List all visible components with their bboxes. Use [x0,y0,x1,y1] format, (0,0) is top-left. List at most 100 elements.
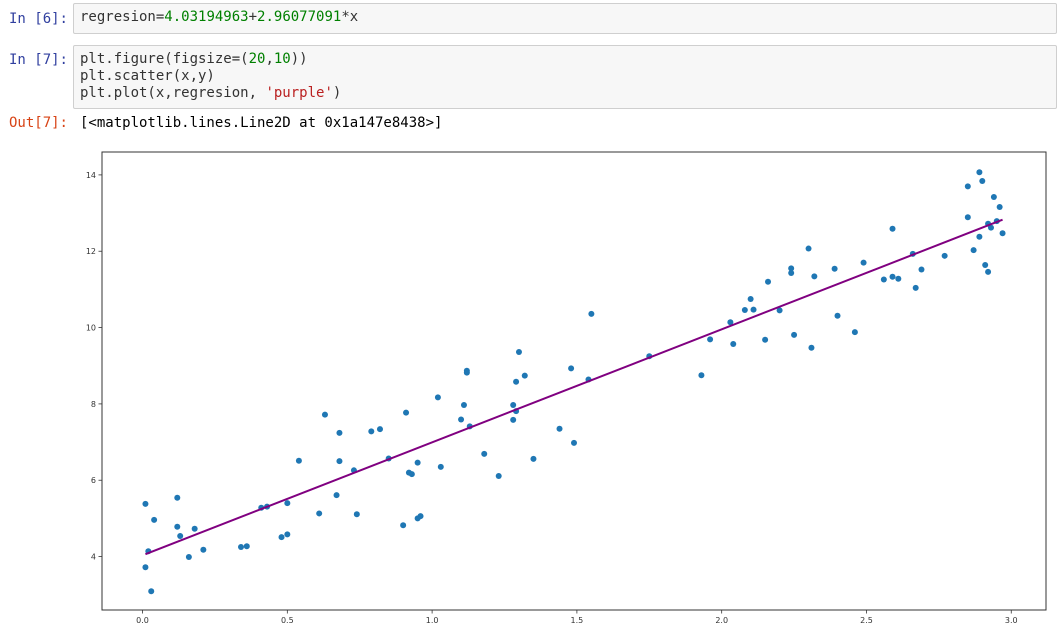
scatter-point [889,225,896,232]
scatter-point [295,457,302,464]
scatter-point [987,224,994,231]
code-line: plt.figure(figsize=(20,10)) [80,51,308,67]
scatter-point [747,295,754,302]
scatter-point [571,439,577,446]
scatter-point [530,455,537,462]
y-tick-label: 8 [91,400,96,409]
scatter-point [414,459,421,466]
scatter-point [510,402,517,409]
scatter-point [191,525,198,532]
scatter-point [788,269,795,276]
scatter-point [400,522,407,529]
scatter-point [200,546,207,553]
scatter-point [889,273,896,280]
scatter-point [765,278,772,285]
scatter-point [811,273,818,280]
scatter-point [805,245,812,252]
scatter-point [463,369,470,376]
code-line: plt.scatter(x,y) [80,68,215,84]
scatter-point [918,266,925,273]
scatter-point [237,544,244,551]
scatter-point [174,523,181,530]
code-line: plt.plot(x,regresion, 'purple') [80,85,342,101]
scatter-point [521,372,528,379]
scatter-point [174,494,181,501]
scatter-point [999,230,1006,237]
y-tick-label: 6 [91,476,96,485]
scatter-point [177,532,184,539]
scatter-point [976,169,983,176]
scatter-point [762,336,769,343]
scatter-point [990,194,997,201]
scatter-point [964,214,971,221]
scatter-point [333,492,340,499]
plot-output: 0.0 0.5 1.0 1.5 2.0 2.5 3.0 4 6 8 10 12 14 [80,146,1055,628]
input-prompt: In [7]: [8,52,68,68]
scatter-point [321,411,328,418]
code-cell-7[interactable]: In [7]: plt.figure(figsize=(20,10)) plt.… [0,45,1061,627]
output-prompt: Out[7]: [8,115,68,131]
scatter-point [941,252,948,259]
scatter-point [510,416,517,423]
x-tick-label: 2.0 [715,616,728,624]
scatter-point [513,378,520,385]
scatter-point [434,394,441,401]
scatter-point [515,348,522,355]
output-text: [<matplotlib.lines.Line2D at 0x1a147e843… [80,115,443,131]
x-tick-label: 1.5 [571,616,584,624]
scatter-point [912,284,919,291]
scatter-point [727,319,734,326]
scatter-point [588,310,595,317]
scatter-point [976,233,983,240]
y-tick-label: 10 [86,324,96,333]
scatter-point [368,428,375,435]
scatter-point [437,463,444,470]
scatter-point [851,329,858,336]
code-cell-6[interactable]: In [6]: regresion=4.03194963+2.96077091*… [0,3,1061,37]
scatter-point [185,553,192,560]
scatter-point [568,365,575,372]
code-input[interactable]: plt.figure(figsize=(20,10)) plt.scatter(… [73,45,1057,109]
scatter-point [458,416,465,423]
scatter-point [834,312,841,319]
scatter-point [985,268,992,275]
scatter-point [776,307,783,314]
scatter-point [970,247,977,254]
scatter-point [243,543,250,550]
code-line: regresion=4.03194963+2.96077091*x [80,9,359,25]
scatter-point [996,203,1003,210]
scatter-point [808,344,815,351]
scatter-point [403,409,410,416]
scatter-point [979,178,986,185]
scatter-point [417,513,424,520]
scatter-point [750,306,757,313]
scatter-point [707,336,714,343]
scatter-point [278,534,285,541]
input-prompt: In [6]: [8,11,68,27]
scatter-point [142,564,149,571]
scatter-point [148,588,155,595]
x-tick-label: 3.0 [1005,616,1018,624]
y-tick-label: 14 [86,171,96,180]
axes-frame [101,151,1047,611]
scatter-point [730,340,737,347]
x-tick-label: 2.5 [860,616,873,624]
y-tick-label: 12 [86,247,96,256]
scatter-point [860,259,867,266]
scatter-point [880,276,887,283]
x-tick-label: 0.0 [136,616,149,624]
regression-line [145,218,1003,556]
scatter-point [353,511,360,518]
scatter-point [495,473,502,480]
scatter-point [336,458,343,465]
x-tick-label: 1.0 [426,616,439,624]
scatter-point [698,372,705,379]
scatter-point [982,261,989,268]
code-input[interactable]: regresion=4.03194963+2.96077091*x [73,3,1057,34]
scatter-point [284,531,291,538]
scatter-point [316,510,323,517]
scatter-point [791,331,798,338]
scatter-point [481,450,488,457]
scatter-point [556,425,563,432]
scatter-point [336,429,343,436]
